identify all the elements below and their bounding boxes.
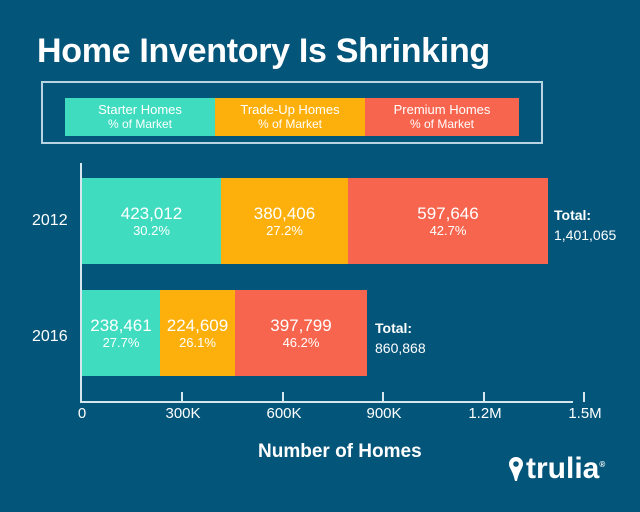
x-tick-label: 1.2M bbox=[468, 405, 502, 422]
segment-premium: 397,799 46.2% bbox=[235, 290, 367, 376]
bar-2016: 238,461 27.7% 224,609 26.1% 397,799 46.2… bbox=[82, 290, 367, 376]
y-label-2012: 2012 bbox=[32, 212, 68, 229]
x-tick-label: 0 bbox=[77, 405, 87, 422]
segment-value: 397,799 bbox=[270, 315, 332, 335]
x-tick-label: 300K bbox=[165, 405, 201, 422]
segment-pct: 27.2% bbox=[266, 222, 303, 238]
segment-value: 597,646 bbox=[417, 203, 479, 223]
x-tick bbox=[181, 392, 183, 402]
map-pin-icon bbox=[509, 457, 523, 481]
x-tick-label: 900K bbox=[366, 405, 402, 422]
legend-sublabel: % of Market bbox=[409, 117, 475, 131]
segment-value: 380,406 bbox=[253, 203, 316, 223]
total-value: 860,868 bbox=[375, 340, 426, 356]
total-label: Total: bbox=[554, 207, 592, 223]
trulia-logo: trulia ® bbox=[508, 452, 605, 486]
legend-item-premium: Premium Homes % of Market bbox=[365, 98, 519, 136]
segment-pct: 46.2% bbox=[282, 334, 320, 350]
total-label: Total: bbox=[375, 320, 413, 336]
segment-tradeup: 380,406 27.2% bbox=[221, 178, 348, 264]
legend-sublabel: % of Market bbox=[107, 117, 173, 131]
chart-title: Home Inventory Is Shrinking bbox=[37, 32, 490, 70]
legend-label: Premium Homes bbox=[393, 102, 491, 117]
y-label-2016: 2016 bbox=[32, 328, 68, 345]
total-2016: Total: 860,868 bbox=[375, 318, 426, 358]
total-value: 1,401,065 bbox=[554, 227, 617, 243]
segment-starter: 423,012 30.2% bbox=[82, 178, 221, 264]
legend: Starter Homes % of Market Trade-Up Homes… bbox=[41, 81, 543, 144]
legend-label: Starter Homes bbox=[98, 102, 182, 117]
segment-premium: 597,646 42.7% bbox=[348, 178, 548, 264]
x-tick-label: 1.5M bbox=[568, 405, 602, 422]
x-tick bbox=[382, 392, 384, 402]
y-axis bbox=[80, 163, 82, 403]
registered-mark: ® bbox=[599, 460, 606, 469]
legend-label: Trade-Up Homes bbox=[240, 102, 340, 117]
segment-value: 238,461 bbox=[90, 315, 152, 335]
segment-value: 224,609 bbox=[166, 315, 229, 335]
segment-pct: 26.1% bbox=[179, 334, 216, 350]
segment-pct: 30.2% bbox=[133, 222, 170, 238]
segment-pct: 27.7% bbox=[102, 334, 140, 350]
x-axis bbox=[80, 401, 573, 403]
bar-2012: 423,012 30.2% 380,406 27.2% 597,646 42.7… bbox=[82, 178, 548, 264]
segment-starter: 238,461 27.7% bbox=[82, 290, 160, 376]
legend-item-starter: Starter Homes % of Market bbox=[65, 98, 215, 136]
x-tick bbox=[483, 392, 485, 402]
segment-tradeup: 224,609 26.1% bbox=[160, 290, 235, 376]
segment-pct: 42.7% bbox=[429, 222, 467, 238]
segment-value: 423,012 bbox=[120, 203, 183, 223]
x-axis-label: Number of Homes bbox=[258, 441, 422, 462]
total-2012: Total: 1,401,065 bbox=[554, 205, 616, 245]
x-tick bbox=[282, 392, 284, 402]
legend-sublabel: % of Market bbox=[257, 117, 323, 131]
x-tick-label: 600K bbox=[266, 405, 302, 422]
legend-item-tradeup: Trade-Up Homes % of Market bbox=[215, 98, 365, 136]
x-tick bbox=[583, 392, 585, 402]
logo-text: trulia bbox=[526, 452, 600, 485]
